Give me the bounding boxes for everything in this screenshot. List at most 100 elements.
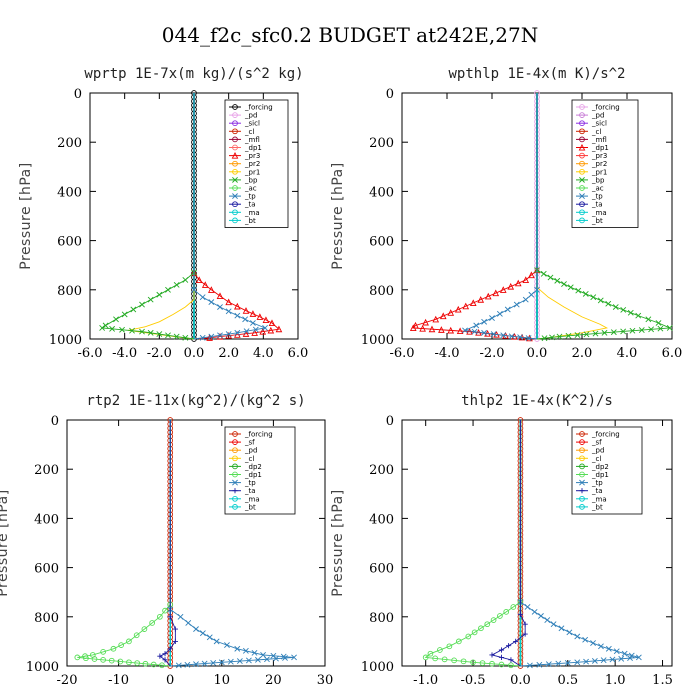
legend-label: _dp2: [591, 463, 609, 471]
legend-item: _ma: [229, 495, 260, 503]
data-point: [605, 300, 612, 307]
legend-label: _ac: [244, 185, 257, 193]
legend-marker: [579, 471, 585, 478]
data-point: [447, 309, 455, 316]
data-point: [234, 329, 241, 336]
data-point: [627, 309, 634, 316]
data-point: [490, 617, 497, 623]
data-point: [566, 629, 573, 636]
data-point: [456, 327, 464, 335]
legend-item: _ta: [229, 201, 256, 209]
data-point: [545, 661, 552, 668]
data-point: [172, 638, 178, 644]
legend-item: _cl: [576, 128, 601, 136]
data-point: [481, 329, 488, 336]
data-point: [262, 325, 268, 331]
data-point: [528, 271, 535, 279]
legend-item: _dp2: [229, 463, 262, 471]
legend-label: _pr2: [244, 160, 260, 168]
data-point: [610, 329, 617, 336]
data-point: [612, 304, 619, 310]
legend-marker: [579, 193, 585, 200]
legend-marker: [232, 479, 238, 486]
data-point: [217, 304, 223, 310]
legend-marker: [579, 185, 585, 191]
data-point: [182, 334, 189, 341]
legend-label: _bp: [591, 176, 605, 184]
data-point: [83, 655, 89, 662]
legend-marker: [232, 104, 238, 110]
series-dp1: [74, 420, 174, 669]
legend-item: _dp1: [229, 471, 262, 479]
legend-marker: [579, 128, 585, 135]
data-point: [242, 316, 249, 323]
legend-marker: [579, 217, 585, 224]
legend-item: _bp: [576, 176, 605, 184]
legend-item: _ac: [576, 185, 604, 193]
data-point: [465, 633, 472, 640]
series-tp: [191, 93, 268, 341]
data-point: [193, 626, 199, 633]
legend-item: _pr1: [229, 168, 260, 176]
data-point: [201, 281, 209, 288]
legend-item: _ac: [229, 185, 257, 193]
legend-marker: [232, 201, 238, 208]
data-point: [242, 647, 249, 654]
legend: _forcing_pd_sicl_cl_mfl_dp1_pr3_pr2_pr1_…: [571, 99, 639, 228]
data-point: [167, 614, 173, 620]
data-point: [479, 660, 486, 666]
legend-marker: [232, 176, 238, 183]
legend-label: _ac: [591, 185, 604, 193]
data-point: [243, 328, 250, 335]
data-point: [74, 654, 81, 661]
legend-label: _pd: [591, 447, 604, 455]
legend-item: _ma: [576, 209, 607, 217]
legend-item: _forcing: [229, 431, 273, 439]
data-point: [419, 324, 426, 332]
series-tp: [462, 93, 540, 341]
data-point: [91, 656, 98, 662]
data-point: [462, 302, 470, 310]
series-pr1: [536, 93, 609, 340]
data-point: [173, 333, 180, 340]
data-point: [422, 654, 429, 661]
legend-box: [571, 426, 643, 515]
data-point: [175, 662, 182, 669]
legend-label: _mfl: [244, 136, 260, 144]
legend-marker: [579, 488, 585, 494]
data-point: [199, 294, 206, 301]
x-tick-label: 4.0: [617, 346, 638, 361]
series-dp1: [409, 93, 541, 342]
data-point: [113, 316, 119, 323]
series-tp: [167, 420, 297, 669]
series-line: [536, 93, 609, 340]
x-tick-label: 0.5: [557, 673, 578, 688]
series-tp: [517, 420, 642, 669]
legend-label: _pd: [244, 112, 257, 120]
data-point: [441, 656, 448, 663]
data-point: [645, 316, 652, 323]
data-point: [666, 325, 673, 331]
data-point: [629, 327, 636, 334]
data-point: [528, 291, 535, 298]
data-point: [513, 301, 520, 308]
legend-marker: [231, 151, 239, 159]
y-tick-label: 1000: [49, 333, 82, 348]
data-point: [471, 629, 478, 636]
data-point: [273, 655, 279, 662]
data-point: [109, 325, 116, 332]
data-point: [208, 299, 215, 306]
data-point: [489, 660, 495, 667]
chart-panel-4: thlp2 1E-4x(K^2)/s Pressure [hPa] -1.0 -0.5…: [330, 393, 673, 688]
legend-marker: [232, 120, 238, 127]
data-point: [156, 331, 163, 337]
x-tick-label: 0.0: [184, 346, 205, 361]
legend-marker: [579, 479, 585, 486]
legend-label: _cl: [244, 455, 254, 463]
y-axis-label: Pressure [hPa]: [330, 489, 346, 596]
y-tick-label: 800: [369, 284, 394, 299]
legend-item: _sf: [576, 439, 602, 447]
data-point: [514, 279, 522, 287]
data-point: [118, 642, 125, 648]
legend-label: _bp: [244, 176, 258, 184]
